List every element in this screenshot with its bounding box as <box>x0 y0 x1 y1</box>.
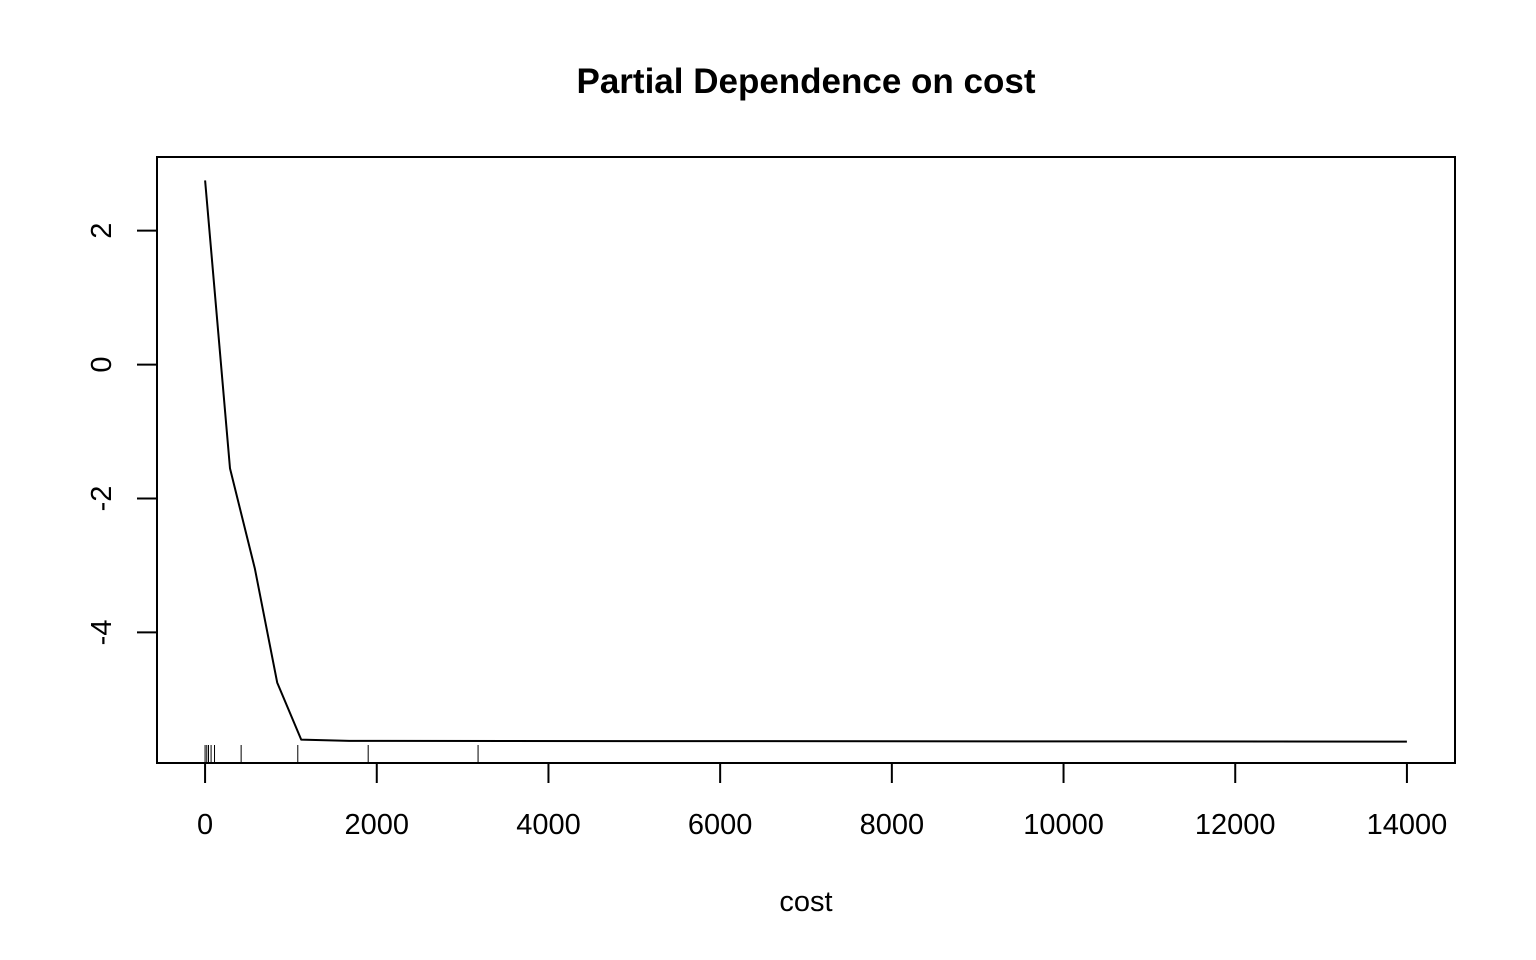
x-tick-label: 8000 <box>860 809 925 841</box>
x-tick-label: 14000 <box>1367 809 1448 841</box>
y-tick-label: 2 <box>86 223 118 239</box>
y-tick-label: 0 <box>86 357 118 373</box>
series-group <box>204 180 1407 743</box>
partial-dependence-line <box>204 180 1407 743</box>
x-tick-label: 2000 <box>345 809 410 841</box>
y-tick-label: -4 <box>86 620 118 646</box>
x-tick-label: 12000 <box>1195 809 1276 841</box>
x-axis-label: cost <box>779 886 832 918</box>
x-tick-label: 0 <box>197 809 213 841</box>
x-tick-label: 10000 <box>1023 809 1104 841</box>
plot-frame <box>156 156 1456 764</box>
y-axis: 2 0 -2 -4 <box>86 223 158 646</box>
x-axis: 0 2000 4000 6000 8000 10000 12000 14000 <box>197 762 1448 841</box>
chart-title: Partial Dependence on cost <box>576 62 1035 101</box>
rug-marks <box>204 745 479 763</box>
y-tick-label: -2 <box>86 486 118 512</box>
x-tick-label: 4000 <box>516 809 581 841</box>
x-tick-label: 6000 <box>688 809 753 841</box>
